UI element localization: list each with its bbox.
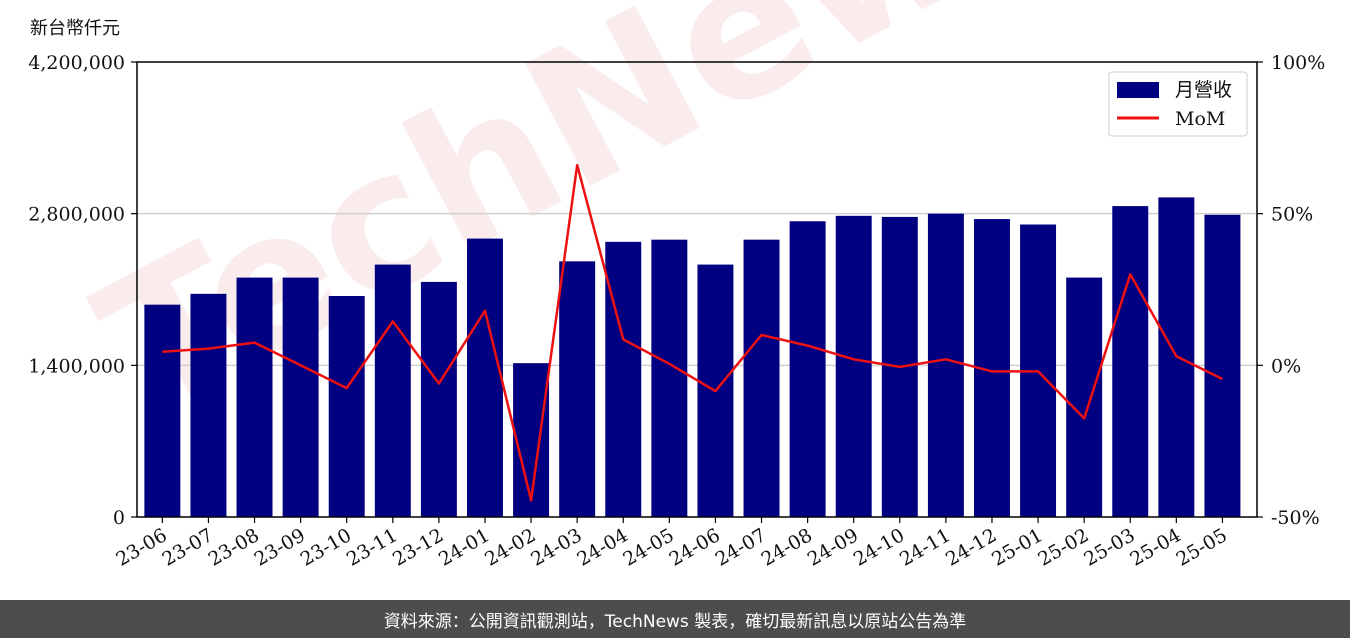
- revenue-bar: [789, 221, 826, 517]
- mom-line-group: [162, 163, 1223, 502]
- revenue-bar: [236, 277, 273, 517]
- left-tick-label: 4,200,000: [28, 52, 125, 74]
- revenue-bar: [605, 241, 642, 518]
- x-tick-label: 24-04: [573, 524, 631, 570]
- revenue-bar: [144, 304, 181, 517]
- x-tick-label: 24-02: [481, 524, 539, 570]
- revenue-bar: [374, 264, 411, 517]
- x-tick-label: 24-09: [804, 524, 862, 570]
- footer-source-text: 資料來源：公開資訊觀測站，TechNews 製表，確切最新訊息以原站公告為準: [383, 611, 967, 632]
- left-tick-label: 0: [113, 507, 125, 529]
- revenue-bar: [927, 213, 964, 517]
- x-tick-label: 24-07: [712, 524, 770, 570]
- left-tick-label: 1,400,000: [28, 355, 125, 377]
- x-tick-label: 23-12: [389, 524, 447, 570]
- x-tick-label: 23-06: [112, 524, 170, 570]
- x-tick-label: 25-04: [1126, 524, 1184, 570]
- x-tick-label: 24-01: [435, 524, 493, 570]
- revenue-bar: [190, 293, 227, 517]
- revenue-bar: [651, 239, 688, 517]
- x-tick-label: 24-06: [665, 524, 723, 570]
- revenue-bar: [1066, 277, 1103, 517]
- revenue-bar: [328, 296, 365, 517]
- x-tick-label: 24-03: [527, 524, 585, 570]
- plot-frame: [136, 61, 1258, 518]
- bars-group: [144, 197, 1241, 518]
- legend-label-mom: MoM: [1175, 108, 1225, 130]
- x-tick-label: 23-10: [297, 524, 355, 570]
- revenue-bar: [467, 238, 503, 518]
- x-tick-label: 24-08: [758, 524, 816, 570]
- revenue-bar: [282, 277, 319, 517]
- x-tick-label: 25-02: [1034, 524, 1092, 570]
- revenue-bar: [743, 239, 780, 517]
- legend-swatch-bar: [1117, 82, 1159, 98]
- right-tick-label: 0%: [1271, 355, 1301, 377]
- legend-label-revenue: 月營收: [1175, 79, 1232, 101]
- mom-line: [162, 163, 1223, 502]
- footer-source: 資料來源：公開資訊觀測站，TechNews 製表，確切最新訊息以原站公告為準: [0, 600, 1350, 638]
- revenue-bar: [420, 281, 457, 517]
- left-tick-label: 2,800,000: [28, 204, 125, 226]
- x-tick-label: 24-11: [896, 524, 954, 570]
- left-axis-unit-label: 新台幣仟元: [30, 18, 120, 39]
- x-tick-label: 24-10: [850, 524, 908, 570]
- x-tick-label: 23-07: [158, 524, 216, 570]
- revenue-chart: TechNews 01,400,0002,800,0004,200,000-50…: [28, 0, 1325, 571]
- revenue-bar: [835, 215, 872, 518]
- revenue-bar: [559, 261, 596, 517]
- legend: 月營收 MoM: [1108, 71, 1248, 137]
- revenue-bar: [1112, 206, 1149, 518]
- right-tick-label: 50%: [1271, 204, 1313, 226]
- x-tick-label: 25-05: [1172, 524, 1230, 570]
- x-tick-label: 23-11: [343, 524, 401, 570]
- x-tick-label: 25-01: [988, 524, 1046, 570]
- right-tick-label: -50%: [1271, 507, 1320, 529]
- right-tick-label: 100%: [1271, 52, 1325, 74]
- x-tick-label: 24-12: [942, 524, 1000, 570]
- x-tick-label: 24-05: [619, 524, 677, 570]
- x-tick-label: 23-08: [205, 524, 263, 570]
- revenue-bar: [1204, 214, 1241, 517]
- x-tick-label: 23-09: [251, 524, 309, 570]
- x-tick-label: 25-03: [1080, 524, 1138, 570]
